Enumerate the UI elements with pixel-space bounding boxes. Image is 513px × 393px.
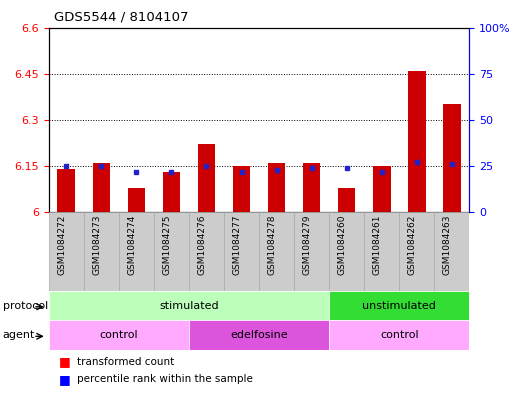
Text: edelfosine: edelfosine [230, 330, 288, 340]
Text: agent: agent [3, 330, 35, 340]
Bar [329, 320, 469, 350]
Bar [233, 166, 250, 212]
Text: GSM1084276: GSM1084276 [198, 215, 206, 275]
Text: GSM1084261: GSM1084261 [373, 215, 382, 275]
Text: GSM1084263: GSM1084263 [443, 215, 452, 275]
Text: GSM1084278: GSM1084278 [268, 215, 277, 275]
Bar [303, 163, 321, 212]
Bar [84, 212, 119, 291]
Bar [259, 212, 294, 291]
Bar [128, 187, 145, 212]
Bar [119, 212, 154, 291]
Text: GSM1084274: GSM1084274 [127, 215, 136, 275]
Bar [154, 212, 189, 291]
Text: GSM1084279: GSM1084279 [303, 215, 311, 275]
Text: unstimulated: unstimulated [362, 301, 436, 310]
Text: GSM1084277: GSM1084277 [232, 215, 242, 275]
Bar [435, 212, 469, 291]
Bar [49, 212, 84, 291]
Text: control: control [380, 330, 419, 340]
Text: ■: ■ [59, 355, 71, 368]
Bar [163, 172, 180, 212]
Text: percentile rank within the sample: percentile rank within the sample [77, 374, 253, 384]
Text: GDS5544 / 8104107: GDS5544 / 8104107 [54, 11, 188, 24]
Bar [408, 71, 426, 212]
Bar [399, 212, 435, 291]
Text: GSM1084260: GSM1084260 [338, 215, 347, 275]
Bar [198, 145, 215, 212]
Text: GSM1084273: GSM1084273 [92, 215, 101, 275]
Bar [189, 320, 329, 350]
Text: stimulated: stimulated [159, 301, 219, 310]
Bar [92, 163, 110, 212]
Bar [268, 163, 285, 212]
Bar [443, 105, 461, 212]
Bar [49, 291, 329, 320]
Text: control: control [100, 330, 138, 340]
Bar [373, 166, 390, 212]
Bar [338, 187, 356, 212]
Bar [329, 212, 364, 291]
Bar [57, 169, 75, 212]
Text: transformed count: transformed count [77, 356, 174, 367]
Bar [329, 291, 469, 320]
Text: GSM1084272: GSM1084272 [57, 215, 66, 275]
Bar [49, 320, 189, 350]
Text: GSM1084262: GSM1084262 [408, 215, 417, 275]
Bar [189, 212, 224, 291]
Bar [224, 212, 259, 291]
Text: ■: ■ [59, 373, 71, 386]
Text: protocol: protocol [3, 301, 48, 310]
Bar [364, 212, 399, 291]
Bar [294, 212, 329, 291]
Text: GSM1084275: GSM1084275 [163, 215, 171, 275]
